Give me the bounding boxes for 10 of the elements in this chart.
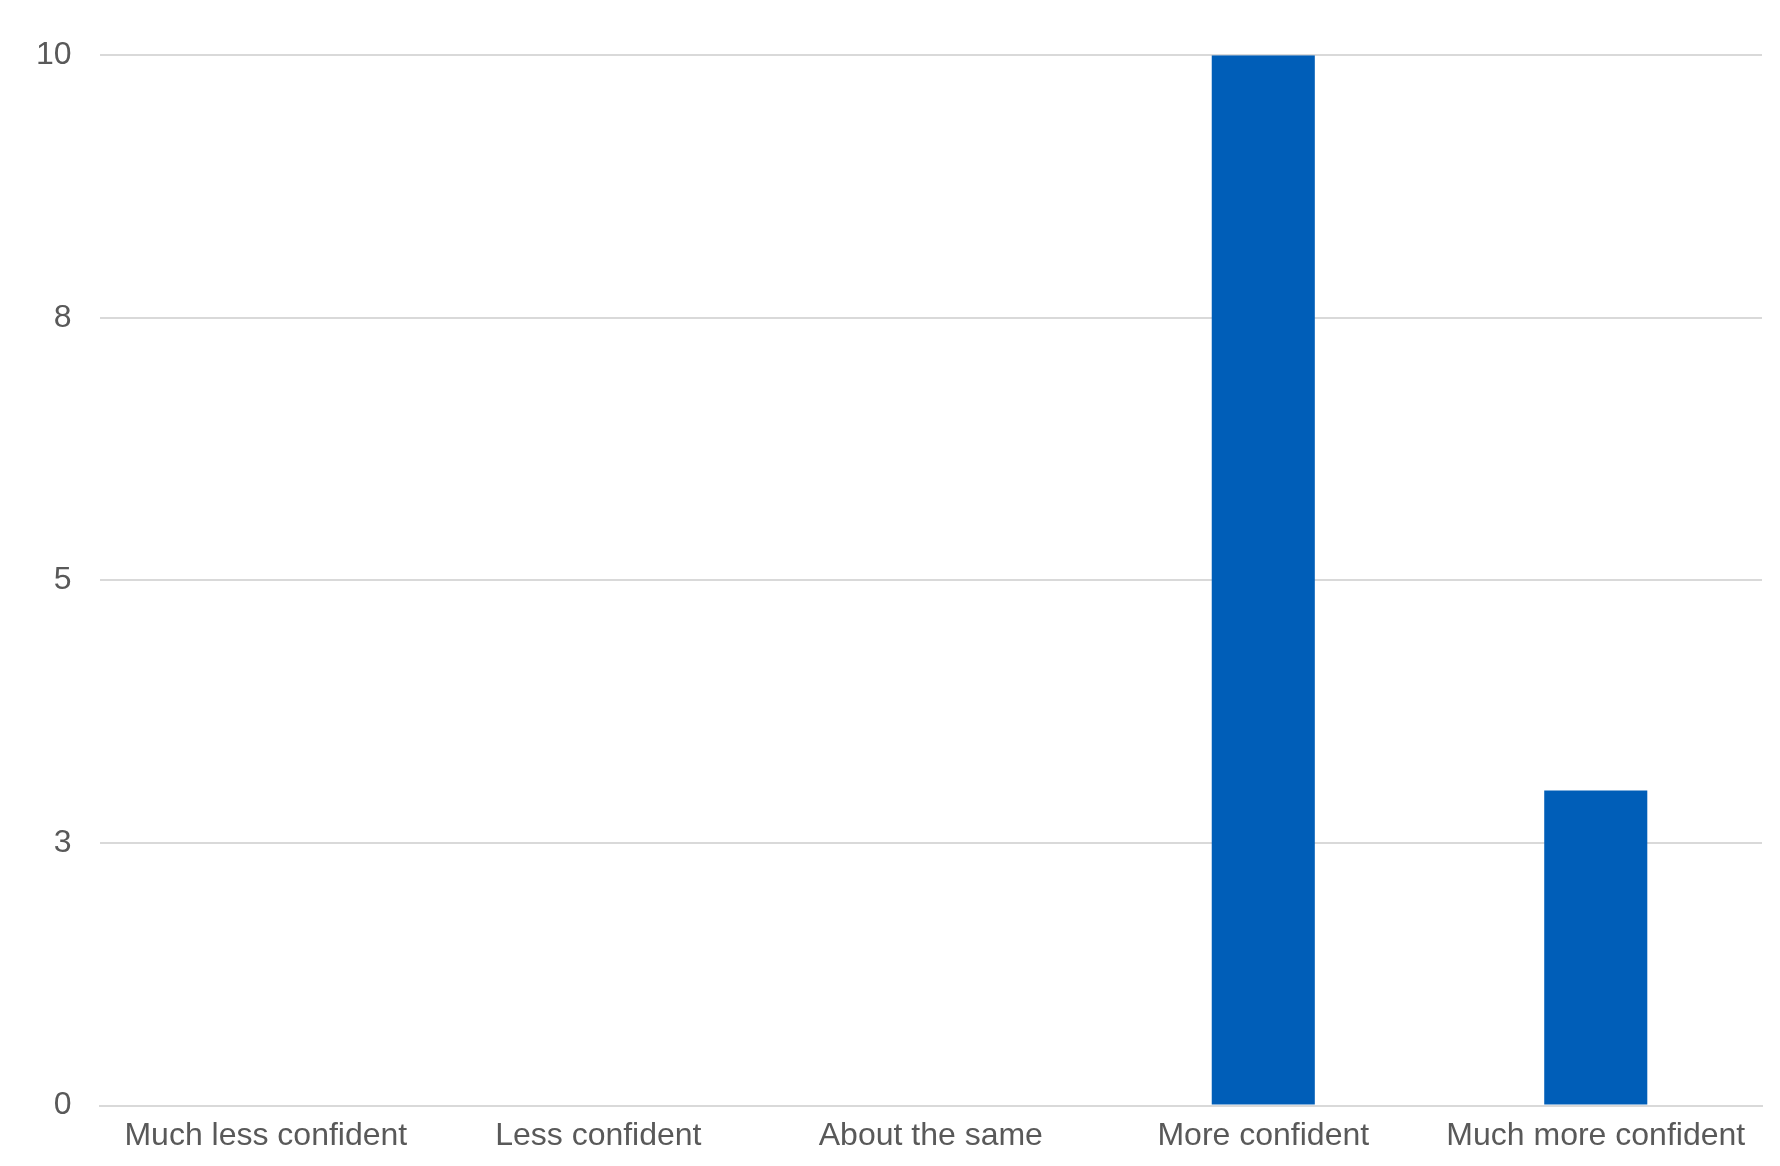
x-tick-label: Much more confident bbox=[1446, 1115, 1746, 1152]
x-tick-label: Less confident bbox=[495, 1115, 702, 1152]
x-tick-label: Much less confident bbox=[124, 1115, 408, 1152]
y-tick-label: 8 bbox=[53, 297, 72, 334]
y-tick-label: 3 bbox=[53, 822, 72, 859]
y-tick-label: 0 bbox=[53, 1085, 72, 1122]
y-tick-label: 5 bbox=[53, 560, 72, 597]
x-tick-label: About the same bbox=[818, 1115, 1043, 1152]
y-tick-label: 10 bbox=[36, 35, 72, 72]
x-tick-label: More confident bbox=[1157, 1115, 1370, 1152]
